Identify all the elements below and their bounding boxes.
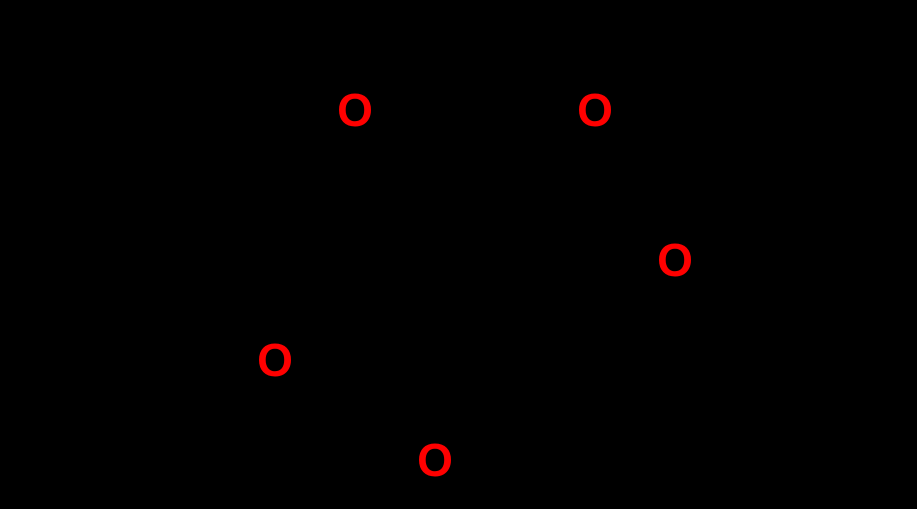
chemical-structure-diagram: O O O O O bbox=[0, 0, 917, 509]
oxygen-atom-label: O bbox=[417, 434, 453, 486]
oxygen-atom-label: O bbox=[337, 84, 373, 136]
oxygen-atom-label: O bbox=[257, 334, 293, 386]
atoms-group: O O O O O bbox=[250, 84, 700, 486]
oxygen-atom-label: O bbox=[657, 234, 693, 286]
bonds-group bbox=[115, 60, 835, 452]
oxygen-atom-label: O bbox=[577, 84, 613, 136]
